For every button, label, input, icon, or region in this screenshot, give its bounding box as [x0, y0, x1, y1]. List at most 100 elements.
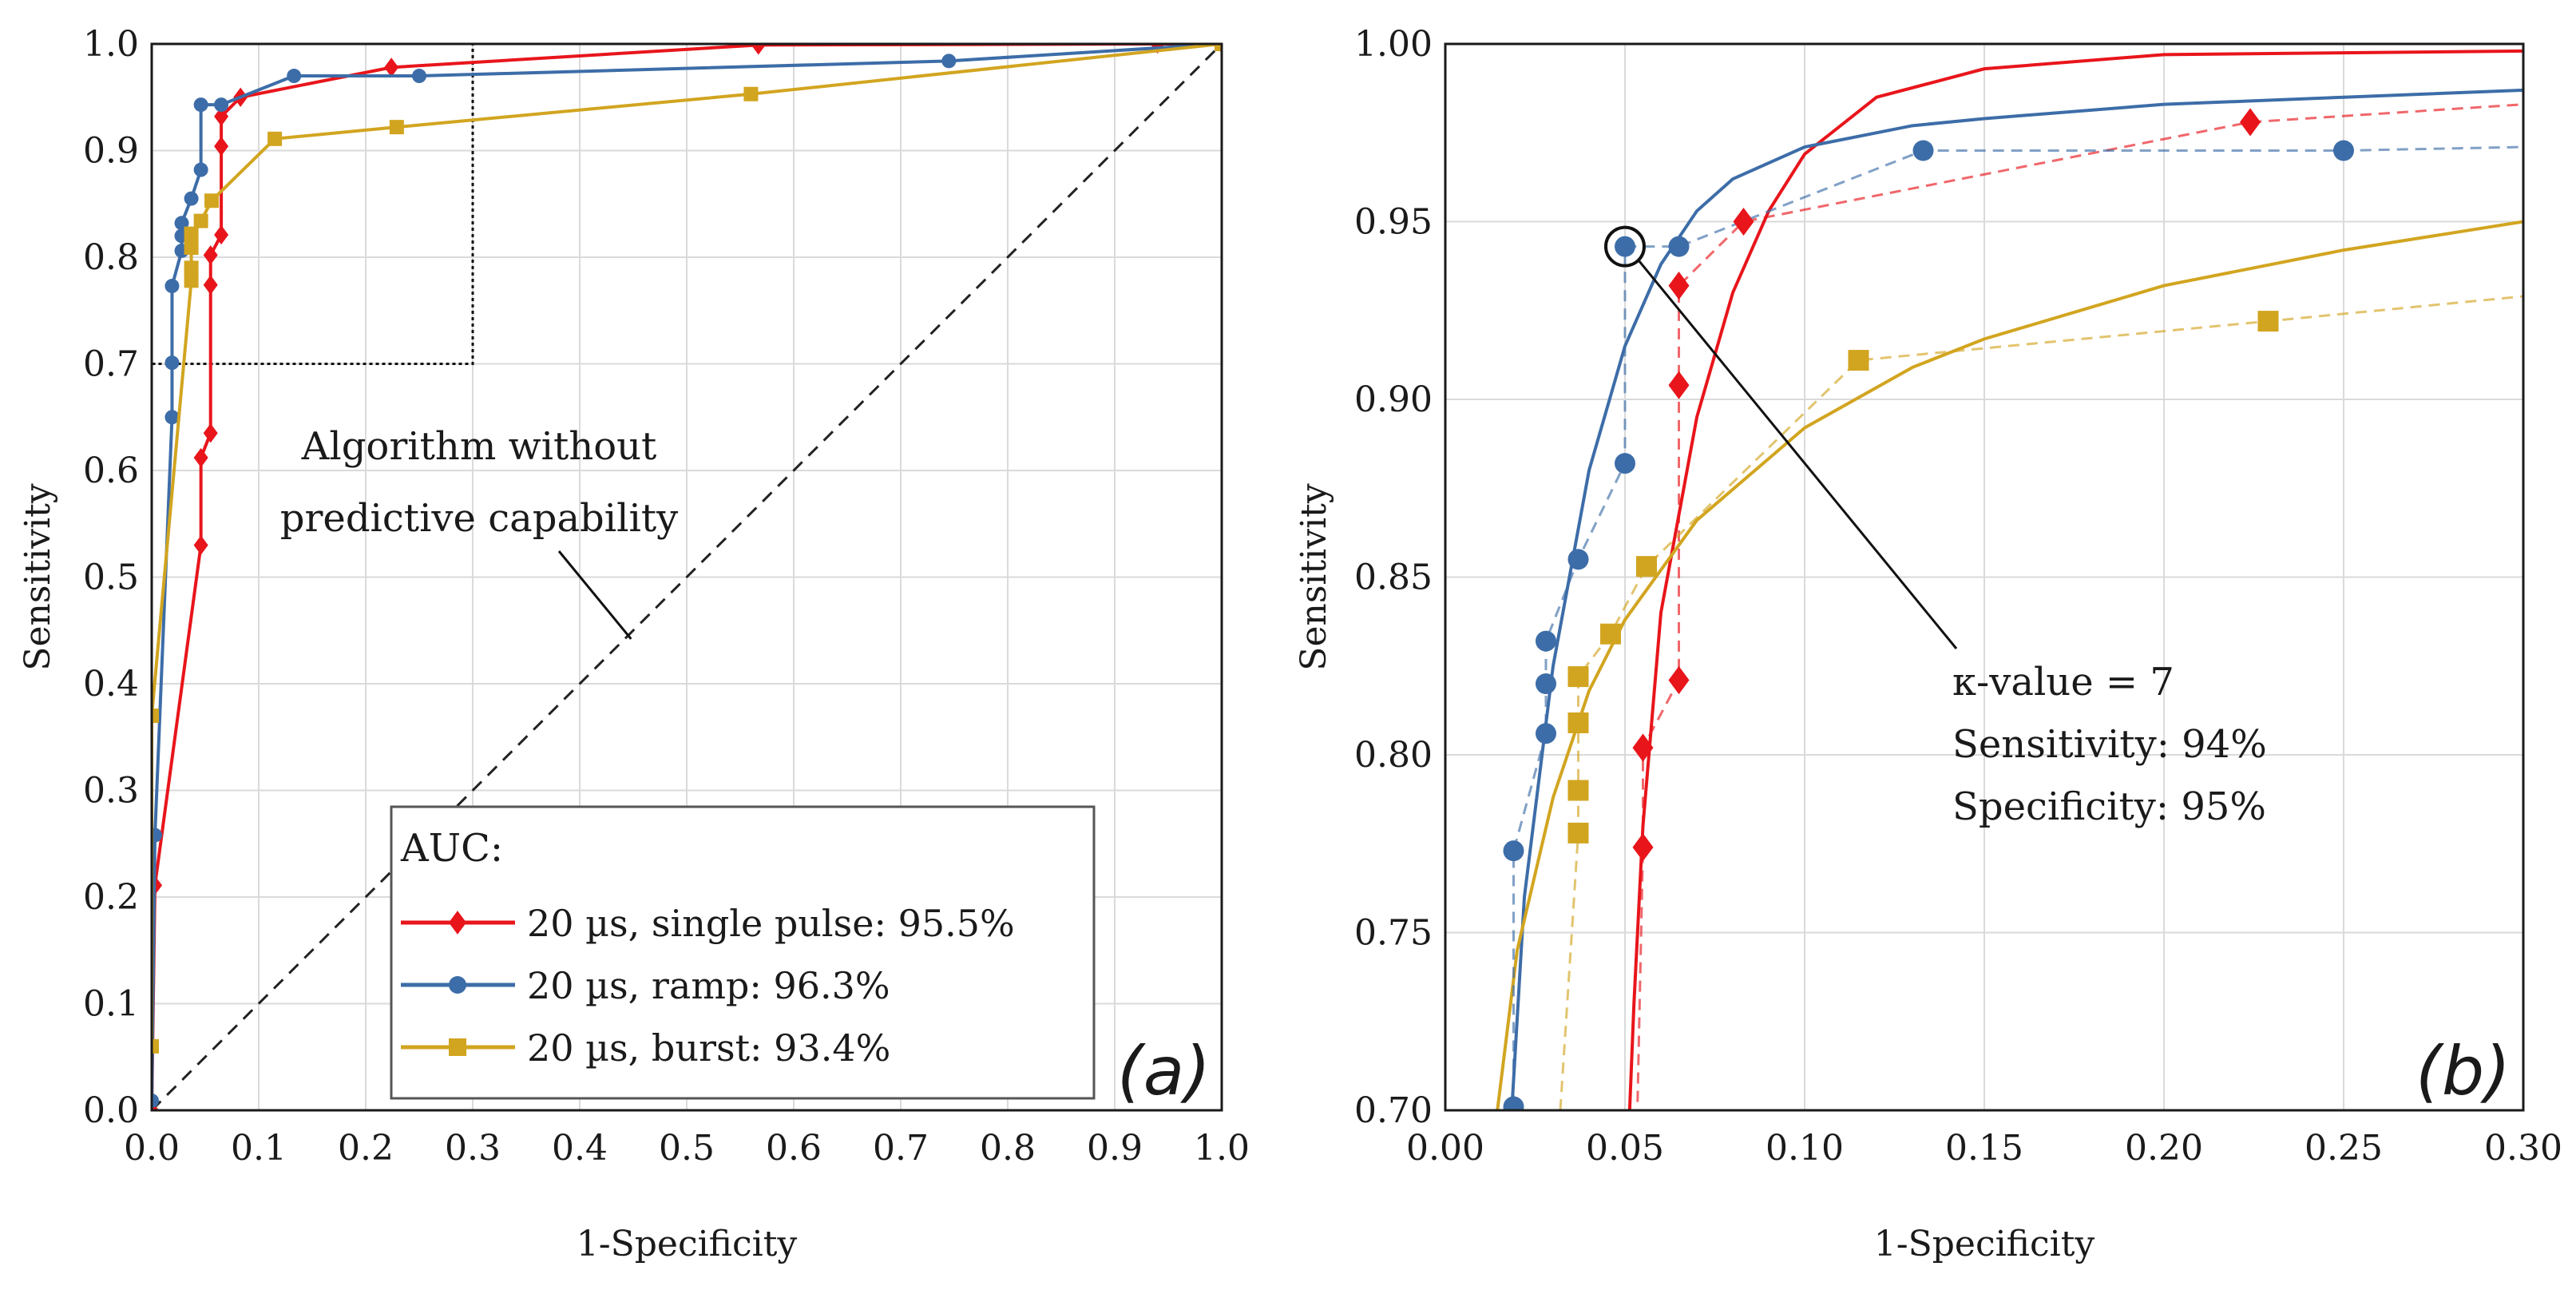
- legend-marker-burst: [449, 1038, 466, 1056]
- data-point-burst: [1848, 350, 1869, 371]
- y-tick-label: 0.85: [1354, 558, 1433, 598]
- data-point-burst: [1567, 666, 1589, 688]
- data-point-ramp: [193, 97, 208, 113]
- legend-label-ramp: 20 µs, ramp: 96.3%: [527, 964, 890, 1007]
- y-tick-label: 0.8: [83, 237, 139, 278]
- x-tick-label: 0.5: [659, 1128, 715, 1169]
- data-point-single: [1632, 733, 1654, 762]
- data-point-burst: [152, 1038, 159, 1054]
- data-point-single: [203, 275, 218, 295]
- data-point-single: [1668, 371, 1690, 399]
- data-point-burst: [389, 120, 404, 135]
- data-point-burst: [1600, 623, 1621, 645]
- annotation-text-line-1: κ-value = 7: [1952, 660, 2174, 705]
- legend: AUC: 20 µs, single pulse: 95.5% 20 µs, ram…: [390, 805, 1096, 1100]
- fit-curve-single: [1627, 49, 2523, 1110]
- data-point-ramp: [152, 828, 163, 843]
- data-point-burst: [204, 193, 220, 208]
- data-point-single: [193, 447, 208, 468]
- y-tick-label: 0.75: [1354, 913, 1433, 954]
- grid-lines: [1445, 43, 2524, 1111]
- fit-curve-burst: [1496, 220, 2523, 1110]
- data-point-ramp: [164, 279, 180, 294]
- data-point-ramp: [184, 191, 199, 206]
- annotation-text-line-1: Algorithm without: [301, 424, 657, 469]
- x-tick-label: 0.00: [1406, 1128, 1484, 1169]
- data-point-single: [203, 423, 218, 443]
- plot-area: [1496, 49, 2523, 1110]
- x-tick-label: 0.05: [1586, 1128, 1664, 1169]
- x-tick-label: 0.4: [552, 1128, 608, 1169]
- legend-marker-ramp: [449, 976, 466, 994]
- x-tick-label: 1.0: [1194, 1128, 1250, 1169]
- data-point-burst: [2257, 311, 2279, 332]
- data-point-burst: [1567, 822, 1589, 844]
- data-point-single: [1668, 272, 1690, 300]
- data-point-ramp: [1503, 1096, 1524, 1110]
- data-point-ramp: [1615, 236, 1635, 257]
- y-tick-label: 0.2: [83, 877, 139, 918]
- empirical-path-burst: [1559, 295, 2523, 1110]
- data-point-ramp: [1615, 453, 1635, 474]
- data-point-ramp: [2333, 140, 2354, 161]
- y-tick-label: 0.80: [1354, 735, 1433, 776]
- roc-panel-a: 0.0 0.1 0.2 0.3 0.4 0.5 0.6 0.7 0.8 0.9 1.0 0.0 0.1 0…: [18, 24, 1250, 1264]
- y-tick-label: 0.95: [1354, 202, 1433, 243]
- data-point-single: [384, 58, 399, 77]
- data-point-burst: [1215, 44, 1222, 51]
- empirical-path-ramp: [1512, 145, 2523, 1107]
- data-point-burst: [743, 86, 759, 101]
- data-point-burst: [1636, 556, 1657, 578]
- annotation-text-line-3: Specificity: 95%: [1952, 784, 2266, 829]
- y-tick-label: 0.4: [83, 664, 139, 705]
- zoom-region-box: [152, 44, 474, 365]
- data-point-ramp: [1536, 630, 1556, 652]
- data-point-ramp: [1668, 236, 1690, 257]
- data-point-burst: [184, 260, 199, 276]
- legend-box: [390, 805, 1096, 1100]
- data-point-single: [214, 106, 229, 126]
- data-point-burst: [1567, 712, 1589, 733]
- chance-diagonal-line: [152, 44, 1222, 1110]
- data-point-ramp: [152, 1093, 159, 1108]
- data-point-ramp: [1912, 140, 1934, 161]
- annotation-leader-line: [1636, 258, 1958, 649]
- y-tick-label: 0.9: [83, 131, 139, 172]
- y-axis-title: Sensitivity: [1294, 483, 1334, 671]
- data-point-single: [1668, 666, 1690, 695]
- x-axis-title: 1-Specificity: [1874, 1224, 2095, 1264]
- x-tick-label: 0.8: [980, 1128, 1036, 1169]
- x-tick-label: 0.25: [2305, 1128, 2383, 1169]
- x-tick-label: 0.9: [1087, 1128, 1143, 1169]
- data-point-single: [1733, 207, 1754, 236]
- data-point-ramp: [412, 69, 426, 84]
- legend-title: AUC:: [400, 826, 503, 871]
- x-tick-label: 0.3: [445, 1128, 501, 1169]
- data-point-ramp: [1503, 840, 1524, 862]
- fit-curve-ramp: [1510, 88, 2523, 1110]
- y-tick-label: 1.0: [83, 24, 139, 65]
- data-point-ramp: [1536, 723, 1556, 744]
- plot-area: [152, 44, 1222, 1110]
- x-tick-label: 0.15: [1945, 1128, 2023, 1169]
- data-point-ramp: [164, 410, 180, 425]
- data-point-ramp: [287, 69, 302, 84]
- x-tick-label: 0.20: [2125, 1128, 2203, 1169]
- legend-label-burst: 20 µs, burst: 93.4%: [527, 1026, 890, 1070]
- annotation-text-line-2: predictive capability: [280, 496, 679, 541]
- highlight-ring: [1604, 225, 1646, 268]
- y-tick-label: 0.70: [1354, 1090, 1433, 1131]
- series-line-ramp: [152, 44, 1222, 1102]
- y-tick-label: 0.3: [83, 771, 139, 812]
- y-tick-label: 0.1: [83, 984, 139, 1025]
- roc-panel-b-zoomed: 0.00 0.05 0.10 0.15 0.20 0.25 0.30 0.70 0.75 0.80…: [1294, 24, 2562, 1264]
- data-point-single: [193, 535, 208, 555]
- data-point-ramp: [1567, 549, 1589, 570]
- data-point-single: [203, 245, 218, 265]
- x-axis-title: 1-Specificity: [577, 1224, 798, 1264]
- y-tick-label: 0.5: [83, 558, 139, 598]
- data-point-ramp: [214, 97, 229, 113]
- panel-label: (a): [1117, 1032, 1211, 1110]
- plot-frame: [150, 42, 1223, 1112]
